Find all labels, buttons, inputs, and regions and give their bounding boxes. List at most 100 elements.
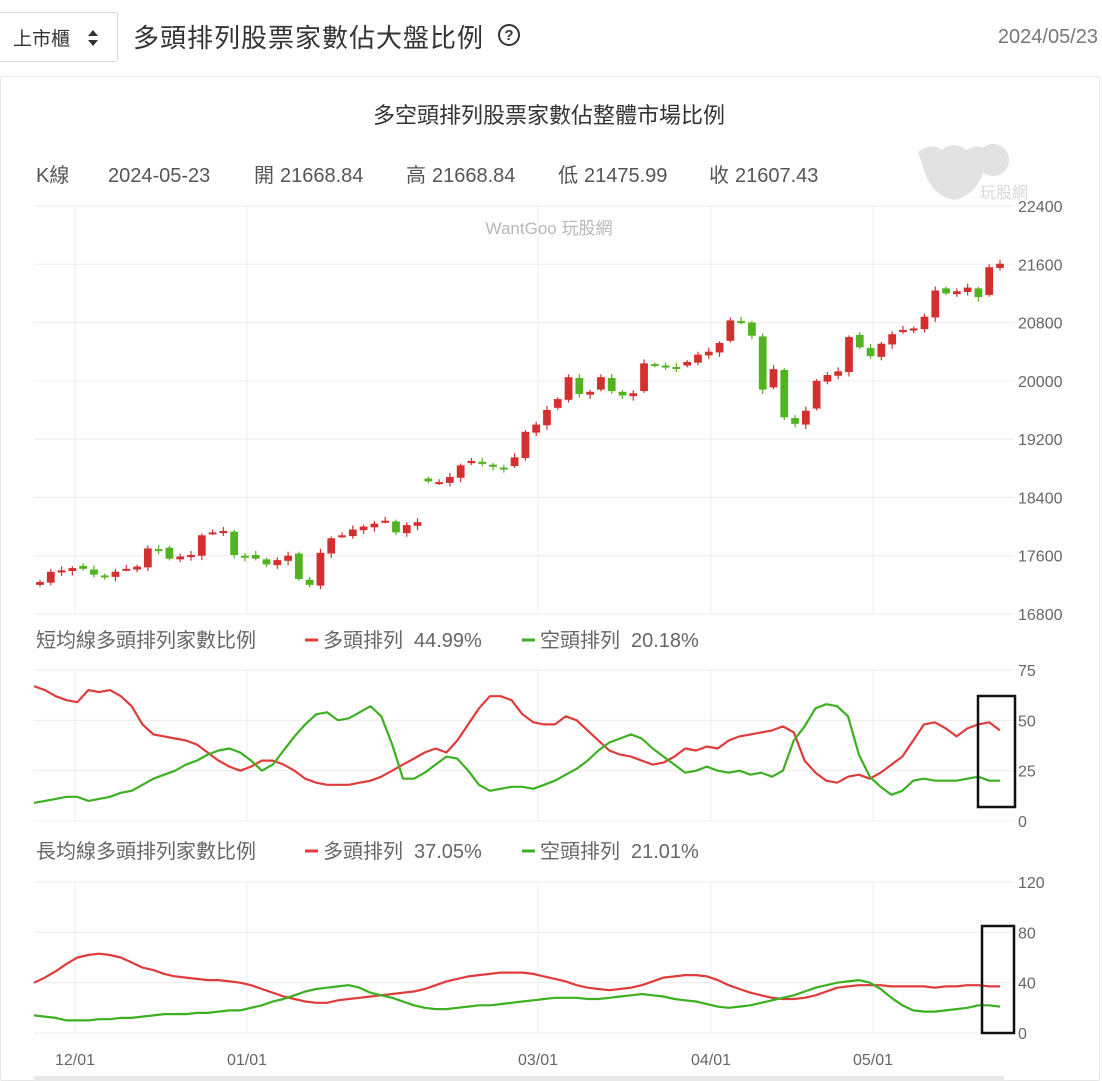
candle-body <box>737 321 746 324</box>
chart-title: 多空頭排列股票家數佔整體市場比例 <box>373 103 725 128</box>
y-tick-label-k: 22400 <box>1018 199 1063 216</box>
long-ma-series <box>33 952 1001 1022</box>
x-tick-label: 05/01 <box>853 1052 893 1069</box>
candle-body <box>996 263 1004 268</box>
candle-body <box>920 316 929 330</box>
candle-body <box>402 525 411 534</box>
candle-body <box>575 377 584 394</box>
candle-body <box>748 322 756 336</box>
candle-body <box>122 568 131 571</box>
candle-body <box>877 343 886 357</box>
candle-body <box>348 529 357 537</box>
candle-body <box>780 369 789 418</box>
short-bear-legend-value: 20.18% <box>631 630 699 652</box>
short-ma-title: 短均線多頭排列家數比例 <box>36 629 256 652</box>
candle-body <box>586 391 594 395</box>
ohlc-low-label: 低 <box>558 164 578 187</box>
candle-body <box>564 377 573 400</box>
candle-body <box>176 556 185 560</box>
ohlc-date: 2024-05-23 <box>108 165 210 187</box>
long-bull-legend-name: 多頭排列 <box>323 840 403 863</box>
candle-body <box>446 477 454 483</box>
chart-scrollbar[interactable] <box>34 1076 1004 1081</box>
question-circle-icon[interactable]: ? <box>498 24 520 46</box>
candle-body <box>823 375 832 382</box>
y-tick-label-k: 21600 <box>1018 257 1063 274</box>
y-tick-label-k: 19200 <box>1018 432 1063 449</box>
candle-body <box>305 579 314 585</box>
candle-body <box>726 320 735 341</box>
candle-body <box>855 334 864 348</box>
ohlc-low-value: 21475.99 <box>584 165 667 187</box>
market-select[interactable]: 上市櫃 <box>0 12 118 62</box>
candle-body <box>801 410 810 425</box>
candle-body <box>424 478 433 482</box>
ohlc-close-value: 21607.43 <box>735 165 818 187</box>
candle-body <box>219 530 228 534</box>
candle-body <box>133 566 141 570</box>
ohlc-high-label: 高 <box>406 164 426 187</box>
ohlc-open-label: 開 <box>254 165 274 187</box>
candle-body <box>963 287 972 292</box>
candle-body <box>974 288 983 298</box>
candle-body <box>273 560 282 566</box>
candle-body <box>467 461 476 464</box>
header-date: 2024/05/23 <box>997 26 1098 48</box>
short-ma-series <box>33 685 1001 804</box>
long-bear-legend-value: 21.01% <box>631 841 699 863</box>
watermark: WantGoo 玩股網 <box>486 219 613 238</box>
short-bull-legend-value: 44.99% <box>414 630 482 652</box>
y-tick-label-k: 20800 <box>1018 316 1063 333</box>
x-tick-label: 04/01 <box>691 1052 731 1069</box>
short-bull-legend-name: 多頭排列 <box>323 629 403 652</box>
candle-body <box>197 535 206 556</box>
candle-body <box>230 531 239 555</box>
candle-body <box>478 461 487 464</box>
y-tick-label-long: 40 <box>1018 976 1036 993</box>
candle-body <box>154 549 163 552</box>
y-tick-label-k: 18400 <box>1018 490 1063 507</box>
candle-body <box>241 555 249 558</box>
candle-body <box>36 581 44 585</box>
candle-body <box>543 410 551 426</box>
candle-body <box>618 391 627 396</box>
candle-body <box>435 482 443 485</box>
candle-body <box>370 523 379 528</box>
candle-body <box>899 329 907 333</box>
short-ma-series-bear <box>33 703 1000 804</box>
candle-body <box>499 467 508 470</box>
candle-body <box>111 571 120 577</box>
candle-body <box>888 334 897 345</box>
y-tick-label-short: 50 <box>1018 713 1036 730</box>
candle-body <box>791 418 799 424</box>
candle-body <box>607 377 616 392</box>
ohlc-close-label: 收 <box>709 164 729 187</box>
long-ma-title: 長均線多頭排列家數比例 <box>36 840 256 863</box>
y-tick-label-long: 120 <box>1018 875 1045 892</box>
candle-body <box>650 364 659 367</box>
candle-body <box>909 328 918 331</box>
long-ma-series-bull <box>33 952 1000 1004</box>
y-tick-label-long: 0 <box>1018 1026 1027 1043</box>
candle-body <box>381 520 390 523</box>
candle-body <box>942 288 950 294</box>
ohlc-open-value: 21668.84 <box>280 165 363 187</box>
candle-body <box>57 570 66 573</box>
candle-body <box>812 380 821 409</box>
x-tick-label: 03/01 <box>518 1052 558 1069</box>
candle-body <box>68 568 77 572</box>
candle-body <box>931 290 940 318</box>
candle-body <box>316 552 325 586</box>
short-bear-legend-name: 空頭排列 <box>540 629 620 652</box>
candle-body <box>769 369 778 388</box>
candle-body <box>46 571 55 583</box>
y-tick-label-k: 16800 <box>1018 607 1063 624</box>
candle-body <box>985 267 994 295</box>
ohlc-high-value: 21668.84 <box>432 165 515 187</box>
candle-body <box>866 348 875 357</box>
candle-body <box>143 548 152 568</box>
ohlc-k-label: K線 <box>36 164 69 187</box>
candle-body <box>597 377 605 390</box>
candlestick-series <box>36 259 1004 590</box>
